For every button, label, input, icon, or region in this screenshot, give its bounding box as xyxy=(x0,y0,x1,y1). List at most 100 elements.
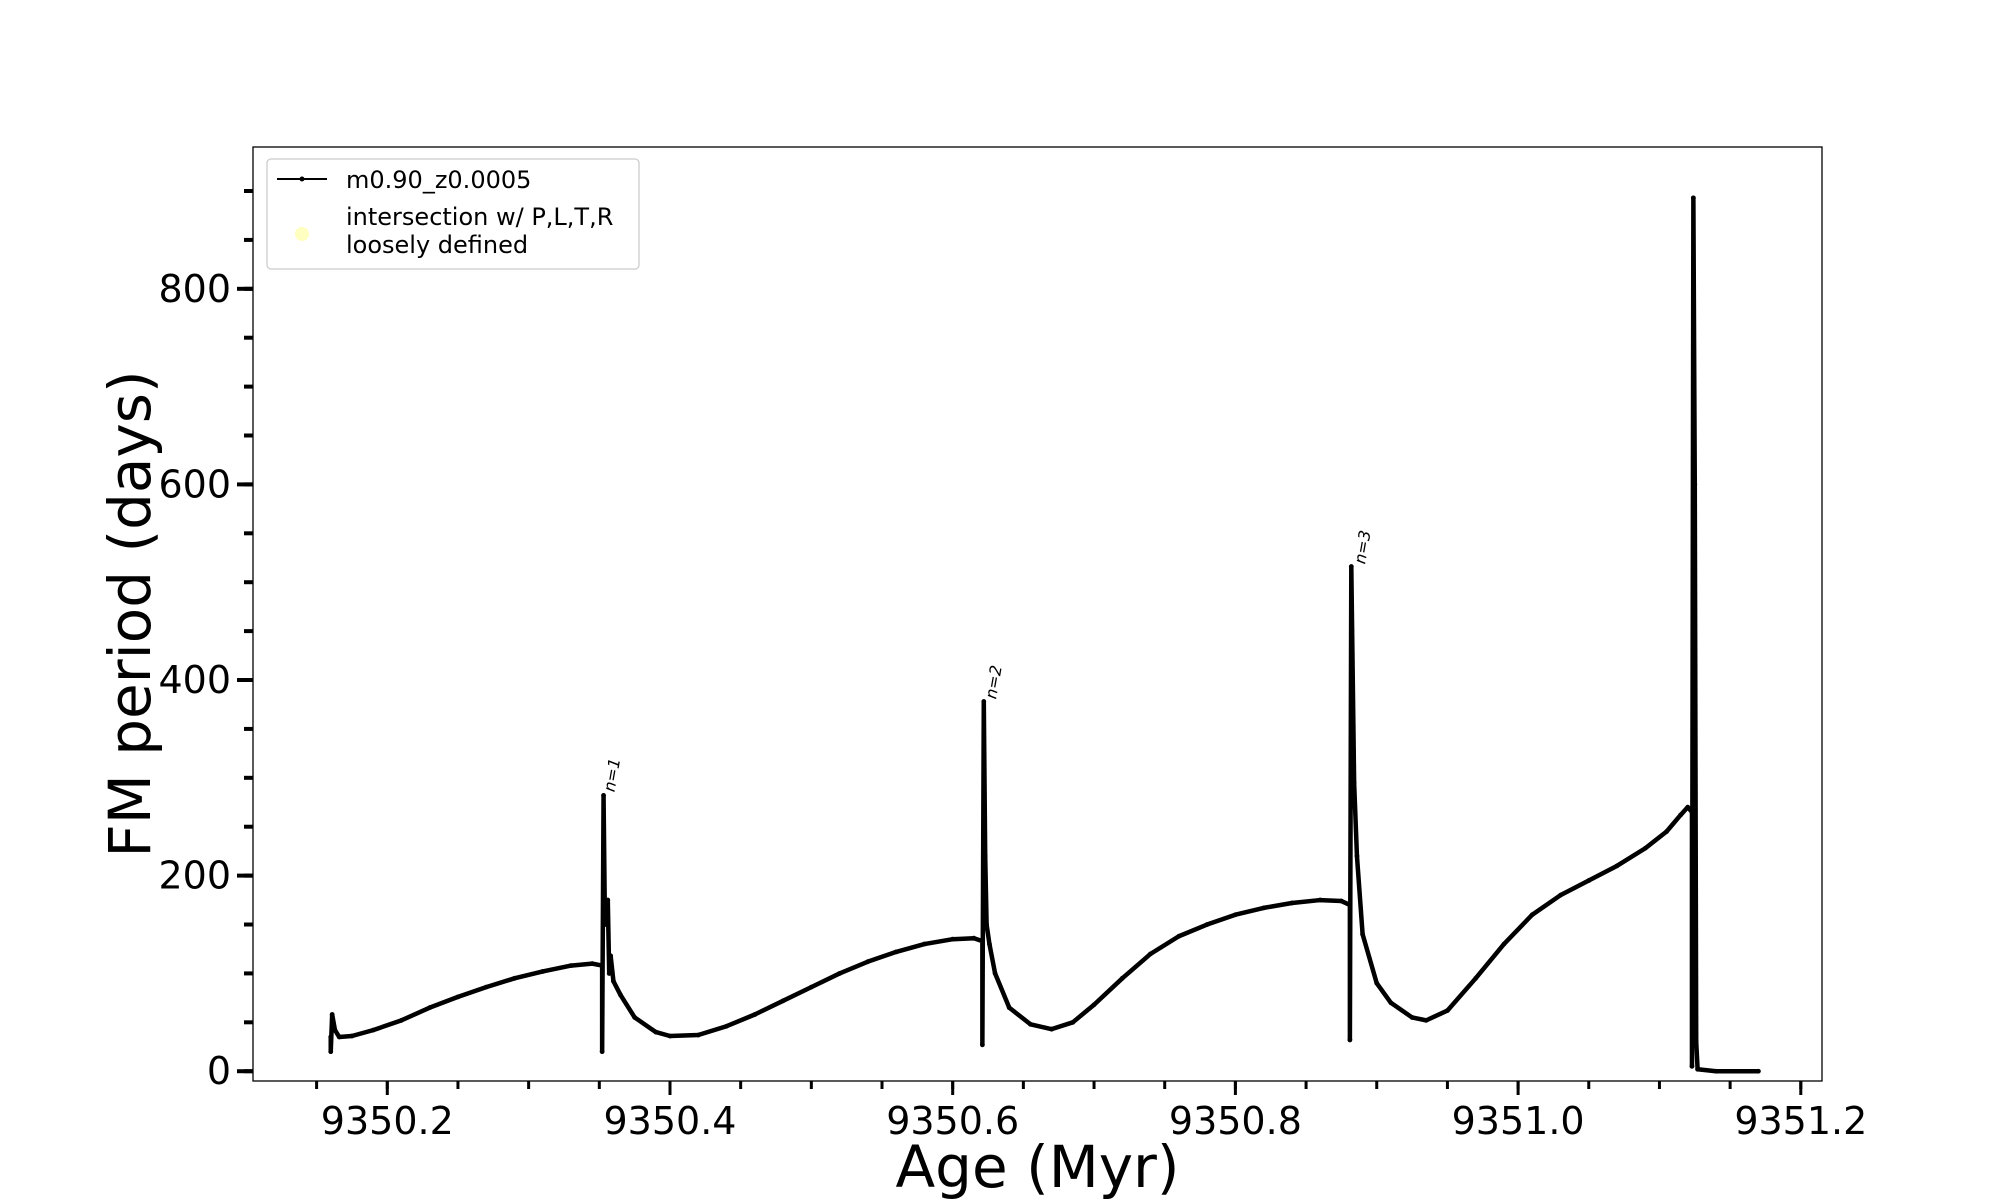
series-point xyxy=(981,699,987,704)
series-point xyxy=(1388,1000,1394,1006)
series-point xyxy=(1558,892,1563,898)
x-tick-label: 9351.2 xyxy=(1734,1099,1867,1143)
series-point xyxy=(1678,812,1684,818)
series-point xyxy=(865,959,871,965)
series-point xyxy=(1339,898,1344,904)
series-point xyxy=(540,969,546,974)
series-point xyxy=(1360,931,1366,937)
series-point xyxy=(992,971,998,976)
series-point xyxy=(483,984,489,990)
annotation-layer: n=1 n=2 n=3 xyxy=(600,529,1375,793)
series-point xyxy=(1347,902,1353,908)
series-point xyxy=(724,1023,729,1029)
series-point xyxy=(1689,1063,1695,1069)
series-point xyxy=(1176,933,1182,939)
series-point xyxy=(1119,975,1125,981)
series-point xyxy=(971,935,977,941)
series-point xyxy=(1693,1039,1699,1045)
series-point xyxy=(1664,829,1669,835)
series-point xyxy=(370,1027,376,1033)
series-point xyxy=(1501,941,1507,947)
series-point xyxy=(1692,482,1698,487)
series-point xyxy=(1690,195,1696,201)
series-point xyxy=(1642,845,1648,851)
y-tick-label: 800 xyxy=(158,267,231,311)
series-point xyxy=(780,998,786,1004)
series-line xyxy=(328,195,1761,1074)
x-tick-label: 9350.8 xyxy=(1169,1099,1302,1143)
series-point xyxy=(1232,912,1238,918)
legend-box xyxy=(266,158,640,270)
series-point xyxy=(1755,1068,1761,1074)
x-tick-label: 9351.0 xyxy=(1452,1099,1585,1143)
series-point xyxy=(653,1029,659,1035)
legend-circle-marker xyxy=(295,227,309,241)
series-point xyxy=(1586,878,1592,883)
series-point xyxy=(1473,975,1479,981)
x-tick-label: 9350.6 xyxy=(886,1099,1019,1143)
series-point xyxy=(1614,863,1620,869)
series-point xyxy=(1091,1002,1097,1008)
series-point xyxy=(1261,905,1267,911)
series-point xyxy=(1354,853,1360,859)
series-point xyxy=(1289,900,1295,906)
series-point xyxy=(1529,912,1535,918)
series-point xyxy=(601,793,606,798)
series-point xyxy=(1204,922,1210,927)
series-layer xyxy=(328,195,1761,1074)
series-point xyxy=(984,922,990,927)
series-point xyxy=(599,1049,605,1055)
peak-annotation: n=3 xyxy=(1350,529,1375,566)
series-point xyxy=(328,1034,334,1040)
series-point xyxy=(982,853,988,859)
series-point xyxy=(695,1032,701,1038)
series-point xyxy=(1317,897,1323,903)
y-tick-label: 400 xyxy=(158,658,231,702)
series-point xyxy=(1689,809,1695,815)
series-point xyxy=(1713,1068,1719,1074)
legend: m0.90_z0.0005 intersection w/ P,L,T,Rloos… xyxy=(266,158,640,270)
series-point xyxy=(349,1033,355,1039)
legend-dot-marker xyxy=(299,176,305,182)
series-point xyxy=(568,963,574,968)
legend-label: intersection w/ P,L,T,R xyxy=(346,203,613,231)
y-axis-title: FM period (days) xyxy=(96,370,164,857)
series-point xyxy=(979,938,985,944)
series-point xyxy=(606,971,612,976)
x-tick-label: 9350.2 xyxy=(321,1099,454,1143)
series-point xyxy=(332,1027,338,1033)
series-point xyxy=(1049,1026,1055,1032)
series-point xyxy=(589,961,595,967)
series-point xyxy=(950,936,956,942)
series-point xyxy=(837,971,843,976)
series-point xyxy=(1070,1019,1076,1025)
series-point xyxy=(455,994,461,1000)
series-point xyxy=(1348,564,1354,569)
series-point xyxy=(602,922,608,927)
series-point xyxy=(1148,951,1153,957)
series-point xyxy=(427,1005,433,1011)
series-point xyxy=(1685,804,1691,810)
peak-annotation: n=1 xyxy=(600,757,625,794)
series-point xyxy=(399,1017,404,1023)
y-tick-label: 200 xyxy=(158,854,231,898)
y-tick-label: 0 xyxy=(207,1049,231,1093)
series-point xyxy=(632,1015,638,1020)
series-point xyxy=(605,897,611,903)
legend-label: m0.90_z0.0005 xyxy=(346,166,531,194)
series-point xyxy=(608,953,614,959)
plot-frame xyxy=(252,146,1823,1082)
series-point xyxy=(512,975,517,981)
series-point xyxy=(1028,1021,1033,1027)
series-point xyxy=(599,963,605,968)
y-tick-label: 600 xyxy=(158,462,231,506)
series-point xyxy=(611,978,616,984)
peak-annotation: n=2 xyxy=(981,664,1006,701)
series-point xyxy=(1423,1017,1429,1023)
legend-label: loosely defined xyxy=(346,231,528,259)
series-point xyxy=(329,1012,335,1017)
series-point xyxy=(1695,1066,1701,1072)
series-point xyxy=(752,1012,758,1017)
series-point xyxy=(1351,780,1357,786)
series-point xyxy=(1347,1037,1353,1043)
